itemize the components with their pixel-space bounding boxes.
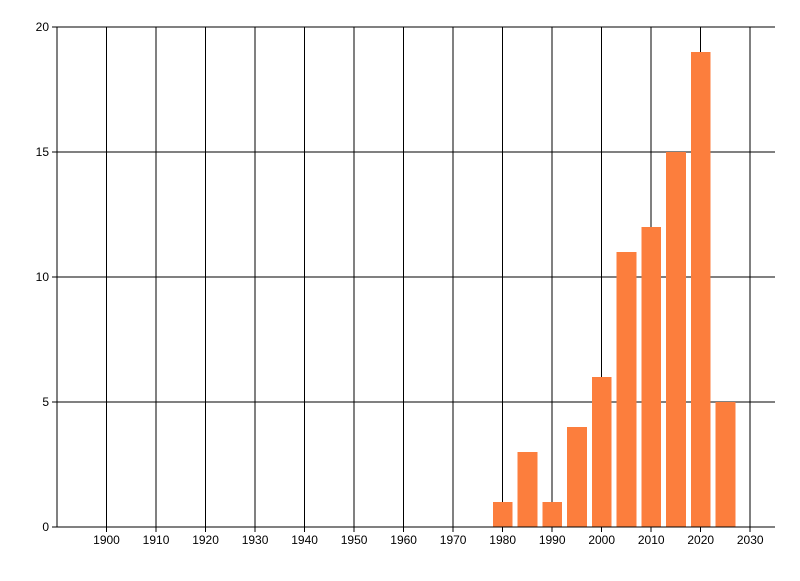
x-tick-label: 1920 (192, 533, 219, 547)
bar (666, 152, 686, 527)
x-tick-label: 1950 (341, 533, 368, 547)
bar (641, 227, 662, 527)
x-tick-label: 1970 (440, 533, 467, 547)
x-tick-label: 1960 (390, 533, 417, 547)
x-tick-label: 1940 (291, 533, 318, 547)
x-tick-label: 2020 (687, 533, 714, 547)
bar (492, 502, 513, 527)
x-tick-label: 1990 (539, 533, 566, 547)
x-tick-label: 1930 (242, 533, 269, 547)
bar (591, 377, 612, 527)
bar (517, 452, 538, 527)
x-tick-label: 2010 (638, 533, 665, 547)
y-tick-label: 10 (36, 270, 50, 284)
y-tick-label: 5 (42, 395, 49, 409)
y-tick-label: 0 (42, 520, 49, 534)
bar (567, 427, 587, 527)
bar (616, 252, 637, 527)
bar (690, 52, 711, 527)
bar (542, 502, 563, 527)
x-tick-label: 2000 (588, 533, 615, 547)
y-tick-label: 15 (36, 145, 50, 159)
x-tick-label: 2030 (737, 533, 764, 547)
bar (715, 402, 736, 527)
x-tick-label: 1980 (489, 533, 516, 547)
x-tick-label: 1900 (93, 533, 120, 547)
x-tick-label: 1910 (143, 533, 170, 547)
y-tick-label: 20 (36, 20, 50, 34)
